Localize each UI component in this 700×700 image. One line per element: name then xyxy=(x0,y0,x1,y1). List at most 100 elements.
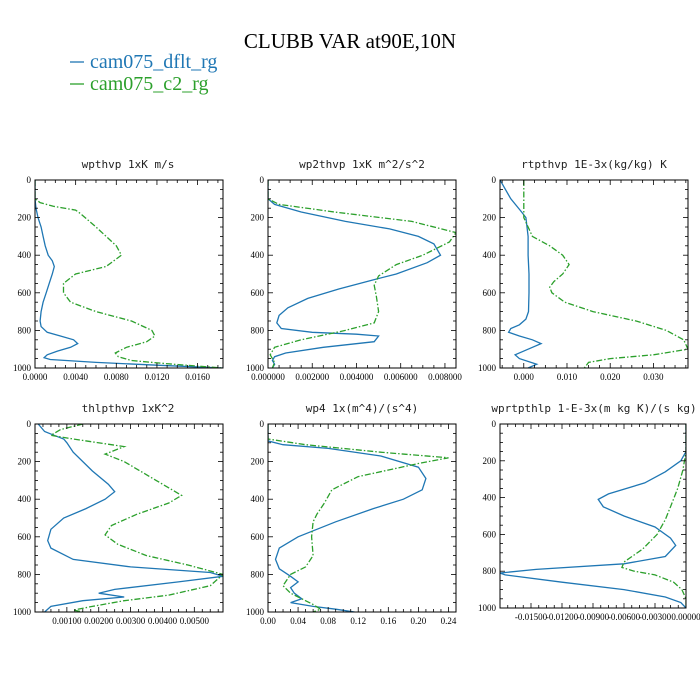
y-tick-label: 600 xyxy=(483,529,497,539)
y-tick-label: 400 xyxy=(251,494,265,504)
series-line-c2 xyxy=(523,180,688,368)
y-tick-label: 600 xyxy=(251,532,265,542)
series-line-c2 xyxy=(49,424,223,612)
x-tick-label: 0.004000 xyxy=(340,372,374,382)
panel-6: wprtpthlp 1-E-3x(m kg K)/(s kg) 0 200 400 60… xyxy=(478,402,700,622)
x-tick-label: 0.000 xyxy=(514,372,535,382)
panel-title: wp2thvp 1xK m^2/s^2 xyxy=(299,158,425,171)
y-tick-label: 800 xyxy=(18,325,32,335)
y-tick-label: 1000 xyxy=(246,607,265,617)
y-tick-label: 0 xyxy=(260,419,265,429)
series-line-dflt xyxy=(37,424,223,612)
x-tick-label: 0.24 xyxy=(441,616,457,626)
y-tick-label: 200 xyxy=(251,213,265,223)
legend-label-dflt: cam075_dflt_rg xyxy=(90,51,217,73)
x-tick-label: -0.01500 xyxy=(515,612,548,622)
y-tick-label: 400 xyxy=(18,494,32,504)
x-tick-label: 0.00400 xyxy=(148,616,178,626)
series-line-c2 xyxy=(268,424,449,612)
x-tick-label: 0.00200 xyxy=(84,616,114,626)
x-tick-label: -0.00600 xyxy=(608,612,641,622)
y-tick-label: 800 xyxy=(18,569,32,579)
x-tick-label: -0.00900 xyxy=(577,612,610,622)
y-tick-label: 1000 xyxy=(13,607,32,617)
x-tick-label: 0.0040 xyxy=(63,372,88,382)
y-tick-label: 800 xyxy=(483,325,497,335)
y-tick-label: 200 xyxy=(18,457,32,467)
y-tick-label: 600 xyxy=(18,532,32,542)
panel-frame xyxy=(267,179,457,369)
x-tick-label: 0.008000 xyxy=(428,372,462,382)
series-line-dflt xyxy=(35,180,223,368)
x-tick-label: 0.030 xyxy=(643,372,664,382)
y-tick-label: 0 xyxy=(27,175,32,185)
x-tick-label: 0.00 xyxy=(260,616,276,626)
figure-title: CLUBB VAR at90E,10N xyxy=(244,29,456,53)
x-tick-label: 0.00100 xyxy=(52,616,82,626)
panel-2: wp2thvp 1xK m^2/s^2020040060080010000.00… xyxy=(246,158,462,382)
panel-frame xyxy=(499,179,689,369)
legend-label-c2: cam075_c2_rg xyxy=(90,73,209,95)
x-tick-label: 0.00500 xyxy=(180,616,210,626)
x-tick-label: 0.00000 xyxy=(671,612,700,622)
panel-title: rtpthvp 1E-3x(kg/kg) K xyxy=(521,158,667,171)
panel-frame xyxy=(499,423,687,609)
series-line-c2 xyxy=(621,424,686,608)
x-tick-label: 0.0000 xyxy=(23,372,48,382)
series-line-dflt xyxy=(500,180,543,368)
y-tick-label: 1000 xyxy=(246,363,265,373)
x-tick-label: 0.0080 xyxy=(104,372,129,382)
series-line-c2 xyxy=(268,180,456,368)
series-line-dflt xyxy=(268,180,442,368)
y-tick-label: 0 xyxy=(492,419,497,429)
series-line-c2 xyxy=(35,180,223,368)
y-tick-label: 200 xyxy=(483,213,497,223)
y-tick-label: 0 xyxy=(492,175,497,185)
y-tick-label: 1000 xyxy=(13,363,32,373)
y-tick-label: 0 xyxy=(260,175,265,185)
x-tick-label: 0.010 xyxy=(557,372,578,382)
x-tick-label: 0.0160 xyxy=(185,372,210,382)
y-tick-label: 400 xyxy=(483,493,497,503)
y-tick-label: 800 xyxy=(483,566,497,576)
x-tick-label: 0.04 xyxy=(290,616,306,626)
x-tick-label: 0.020 xyxy=(600,372,621,382)
x-tick-label: 0.20 xyxy=(411,616,427,626)
y-tick-label: 200 xyxy=(18,213,32,223)
y-tick-label: 600 xyxy=(18,288,32,298)
y-tick-label: 600 xyxy=(251,288,265,298)
legend: cam075_dflt_rg cam075_c2_rg xyxy=(70,51,217,95)
x-tick-label: 0.000000 xyxy=(251,372,285,382)
x-tick-label: -0.00300 xyxy=(639,612,672,622)
y-tick-label: 400 xyxy=(483,250,497,260)
x-tick-label: 0.002000 xyxy=(295,372,329,382)
panel-title: thlpthvp 1xK^2 xyxy=(82,402,175,415)
x-tick-label: 0.08 xyxy=(320,616,336,626)
panel-title: wp4 1x(m^4)/(s^4) xyxy=(306,402,419,415)
x-tick-label: 0.16 xyxy=(380,616,396,626)
y-tick-label: 800 xyxy=(251,569,265,579)
y-tick-label: 0 xyxy=(27,419,32,429)
series-line-dflt xyxy=(500,424,686,608)
y-tick-label: 1000 xyxy=(478,363,497,373)
y-tick-label: 600 xyxy=(483,288,497,298)
y-tick-label: 200 xyxy=(483,456,497,466)
panel-title: wprtpthlp 1-E-3x(m kg K)/(s kg) xyxy=(491,402,696,415)
panel-title: wpthvp 1xK m/s xyxy=(82,158,175,171)
x-tick-label: 0.00300 xyxy=(116,616,146,626)
x-tick-label: -0.01200 xyxy=(546,612,579,622)
series-line-dflt xyxy=(268,424,427,612)
y-tick-label: 200 xyxy=(251,457,265,467)
x-tick-label: 0.006000 xyxy=(384,372,418,382)
y-tick-label: 800 xyxy=(251,325,265,335)
x-tick-label: 0.12 xyxy=(350,616,366,626)
y-tick-label: 400 xyxy=(251,250,265,260)
y-tick-label: 400 xyxy=(18,250,32,260)
panel-3: rtpthvp 1E-3x(kg/kg) K 0 200 400 600 800 1000 0… xyxy=(478,158,689,382)
x-tick-label: 0.0120 xyxy=(145,372,170,382)
